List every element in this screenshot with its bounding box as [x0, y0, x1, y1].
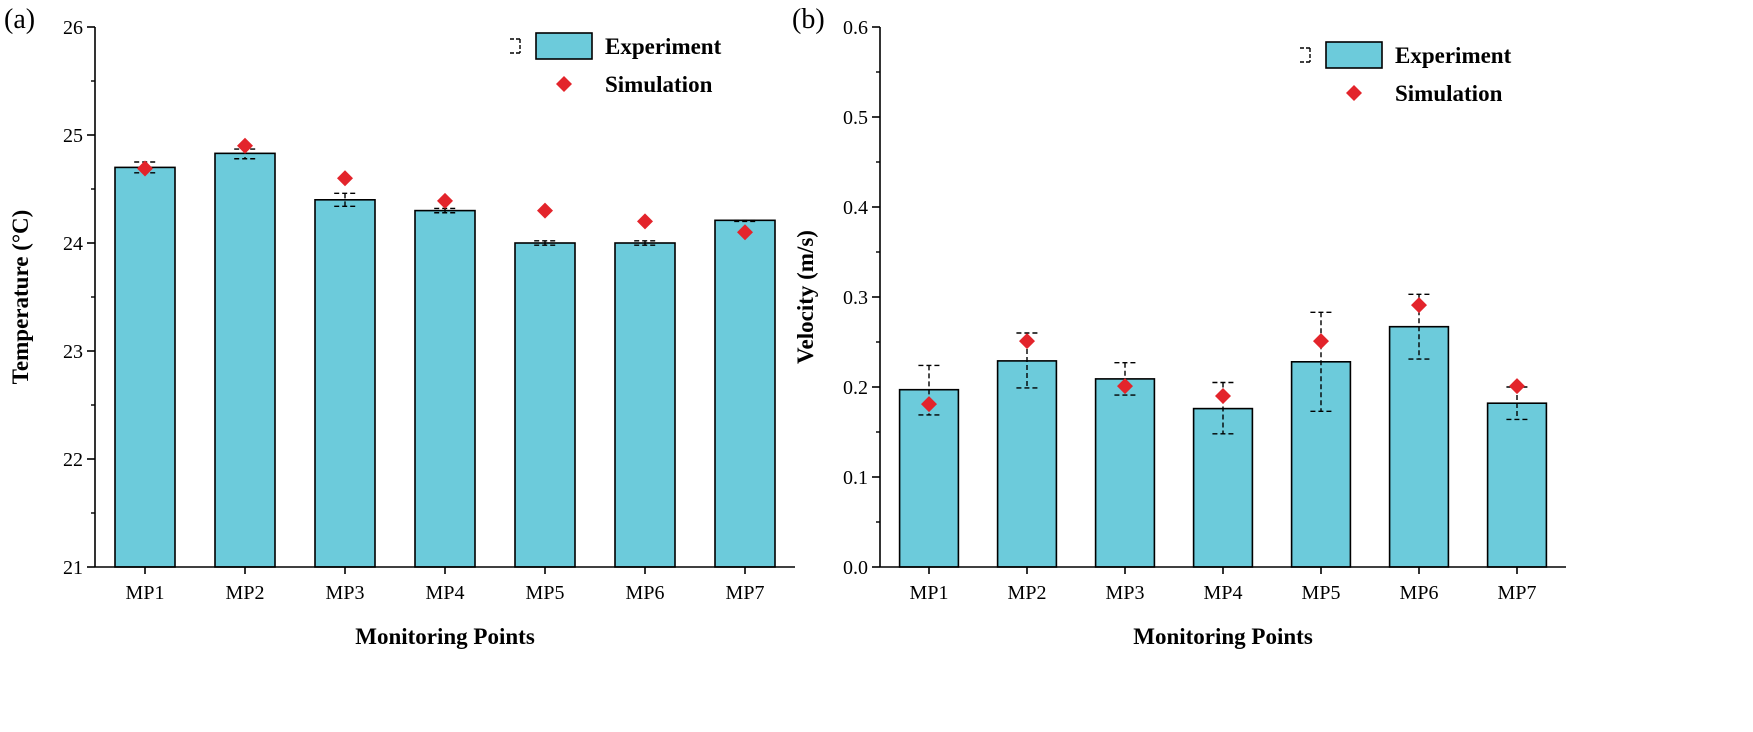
bar-MP2: [996, 360, 1058, 568]
y-tick-label: 0.2: [843, 377, 868, 399]
x-axis-title: Monitoring Points: [355, 624, 535, 649]
bar-MP1: [114, 166, 176, 568]
simulation-point-MP5: [1313, 333, 1329, 350]
y-axis-title: Velocity (m/s): [793, 230, 818, 364]
legend-label-simulation: Simulation: [605, 72, 713, 97]
panel-b-velocity-chart: (b) 0.0 0.1 0.2 0.3 0.4 0.5 0.6 MP1 MP2 MP3 MP4 MP5 M…: [792, 4, 1566, 649]
simulation-point-MP6: [1411, 297, 1427, 314]
x-tick-label: MP1: [910, 582, 949, 604]
y-tick-label: 21: [63, 557, 83, 579]
bar-MP6: [1388, 325, 1450, 568]
simulation-point-MP2: [1019, 333, 1035, 350]
x-tick-label: MP3: [326, 582, 365, 604]
bar-MP4: [1192, 407, 1254, 568]
y-tick-label: 22: [63, 449, 83, 471]
simulation-point-MP5: [537, 202, 553, 219]
legend: Experiment Simulation: [1300, 41, 1512, 106]
y-tick-label: 0.3: [843, 287, 868, 309]
simulation-point-MP1: [921, 396, 937, 413]
bar-MP5: [514, 242, 576, 568]
panel-label: (b): [792, 4, 825, 35]
x-tick-label: MP7: [726, 582, 765, 604]
panel-a-temperature-chart: (a) 21 22 23 24 25 26 MP1 MP2 MP3 MP4 MP5 MP6 MP7 Moni…: [4, 4, 795, 649]
simulation-point-MP4: [1215, 388, 1231, 404]
simulation-point-MP3: [1117, 378, 1133, 395]
legend-simulation-marker: [1346, 85, 1362, 101]
x-tick-label: MP6: [626, 582, 665, 604]
legend-label-simulation: Simulation: [1395, 81, 1503, 106]
x-tick-label: MP6: [1400, 582, 1439, 604]
y-tick-label: 0.5: [843, 107, 868, 129]
bar-MP3: [314, 199, 376, 568]
simulation-point-MP7: [737, 224, 753, 241]
x-tick-label: MP2: [1008, 582, 1047, 604]
y-tick-label: 0.0: [843, 557, 868, 579]
legend-label-experiment: Experiment: [1395, 43, 1512, 68]
simulation-point-MP2: [237, 137, 253, 154]
bar-MP6: [614, 242, 676, 568]
x-tick-label: MP4: [1204, 582, 1243, 604]
legend-bar-swatch: [535, 32, 593, 60]
x-tick-label: MP3: [1106, 582, 1145, 604]
x-tick-label: MP4: [426, 582, 465, 604]
x-tick-label: MP5: [526, 582, 565, 604]
simulation-point-MP3: [337, 170, 353, 187]
x-tick-label: MP2: [226, 582, 265, 604]
y-axis-title: Temperature (°C): [8, 210, 33, 385]
bar-MP7: [1486, 402, 1548, 568]
y-tick-label: 23: [63, 341, 83, 363]
x-axis-title: Monitoring Points: [1133, 624, 1313, 649]
y-tick-label: 26: [63, 17, 83, 39]
simulation-point-MP1: [137, 160, 153, 177]
legend-bar-swatch: [1325, 41, 1383, 69]
y-tick-label: 24: [63, 233, 83, 255]
legend: Experiment Simulation: [510, 32, 722, 97]
y-tick-label: 0.1: [843, 467, 868, 489]
y-tick-label: 0.6: [843, 17, 868, 39]
y-tick-label: 0.4: [843, 197, 868, 219]
x-tick-label: MP1: [126, 582, 165, 604]
y-tick-label: 25: [63, 125, 83, 147]
panel-label: (a): [4, 4, 35, 35]
bar-MP2: [214, 152, 276, 568]
x-tick-label: MP7: [1498, 582, 1537, 604]
simulation-point-MP7: [1509, 378, 1525, 395]
x-tick-label: MP5: [1302, 582, 1341, 604]
bar-MP7: [714, 219, 776, 568]
simulation-point-MP4: [437, 192, 453, 209]
legend-label-experiment: Experiment: [605, 34, 722, 59]
bar-MP3: [1094, 378, 1156, 568]
bar-MP4: [414, 209, 476, 568]
bar-MP1: [898, 388, 960, 568]
simulation-point-MP6: [637, 213, 653, 230]
legend-simulation-marker: [556, 76, 572, 92]
